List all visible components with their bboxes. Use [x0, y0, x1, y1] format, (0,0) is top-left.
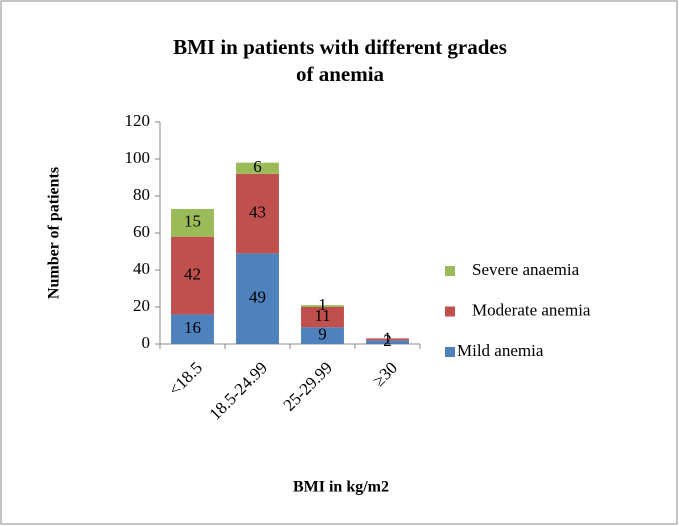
- y-tick-label: 40: [133, 259, 150, 278]
- bar-segment: [236, 253, 279, 344]
- y-tick-label: 120: [125, 111, 151, 130]
- legend-label: Mild anemia: [457, 341, 544, 360]
- bar-segment: [301, 307, 344, 328]
- chart-title: BMI in patients with different grades of…: [173, 35, 507, 86]
- data-label: 42: [184, 264, 201, 283]
- y-tick-label: 60: [133, 222, 150, 241]
- bar-segment: [171, 236, 214, 315]
- data-label: 15: [184, 212, 201, 231]
- y-tick-label: 80: [133, 185, 150, 204]
- bar-segment: [366, 338, 409, 341]
- data-label: 2: [383, 331, 392, 350]
- x-axis-label: BMI in kg/m2: [293, 479, 389, 496]
- bar-segment: [171, 208, 214, 237]
- bar-segment: [236, 162, 279, 174]
- data-label: 11: [314, 306, 330, 325]
- bar-segment: [236, 173, 279, 254]
- legend-swatch: [445, 347, 455, 357]
- data-label: 16: [184, 318, 201, 337]
- data-label: 49: [249, 288, 266, 307]
- bar-segment: [301, 327, 344, 344]
- legend-label: Severe anaemia: [472, 260, 580, 279]
- data-label: 9: [318, 325, 327, 344]
- data-label: 1: [383, 328, 392, 347]
- y-tick-label: 20: [133, 296, 150, 315]
- bar-segment: [366, 340, 409, 344]
- bar-segment: [171, 314, 214, 344]
- data-label: 43: [249, 202, 266, 221]
- y-tick-label: 100: [125, 148, 151, 167]
- legend-swatch: [445, 266, 455, 276]
- y-tick-label: 0: [142, 333, 151, 352]
- legend-swatch: [445, 306, 455, 317]
- data-label: 1: [318, 295, 327, 314]
- legend-label: Moderate anemia: [472, 300, 591, 319]
- bar-segment: [301, 305, 344, 307]
- data-label: 6: [253, 157, 262, 176]
- y-axis-label: Number of patients: [46, 167, 63, 299]
